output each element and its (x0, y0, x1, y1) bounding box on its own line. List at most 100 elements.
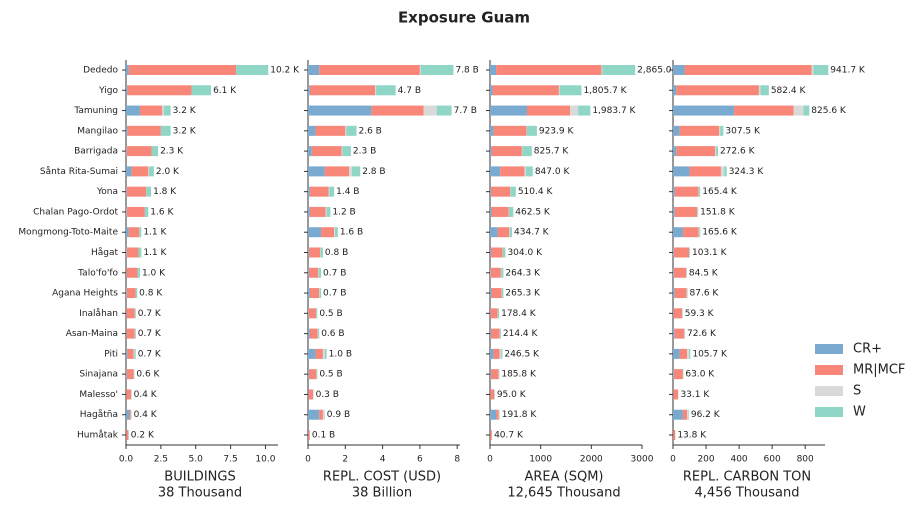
bar-segment (673, 369, 683, 380)
bar-segment (498, 369, 500, 380)
bar-segment (673, 247, 690, 258)
legend-swatch (815, 344, 843, 354)
bar-label: 307.5 K (725, 126, 761, 136)
bar-segment (126, 85, 128, 96)
bar-label: 2.3 K (160, 147, 184, 157)
bar-segment (674, 186, 699, 197)
bar-segment (491, 247, 503, 258)
bar-segment (490, 308, 491, 319)
bar-label: 2,865.0 (637, 66, 672, 76)
bar-segment (138, 247, 142, 258)
category-label: Inalåhan (79, 308, 118, 319)
bar-segment (490, 369, 492, 380)
bar-segment (126, 206, 127, 217)
category-label: Dededo (83, 66, 118, 76)
bar-segment (490, 308, 498, 319)
bar-label: 0.7 B (323, 289, 346, 299)
bar-segment (335, 227, 338, 238)
bar-segment (673, 186, 675, 197)
bar-segment (318, 328, 320, 339)
bar-segment (673, 267, 674, 278)
bar-label: 1,805.7 K (583, 86, 627, 96)
bar-label: 825.6 K (811, 106, 847, 116)
bar-segment (315, 125, 346, 136)
bar-segment (492, 85, 559, 96)
bar-segment (320, 247, 323, 258)
bar-segment (308, 288, 310, 299)
bar-segment (308, 369, 317, 380)
bar-segment (673, 288, 675, 299)
legend-swatch (815, 407, 843, 417)
bar-segment (525, 166, 533, 177)
bar-segment (126, 430, 129, 440)
bar-segment (674, 288, 687, 299)
bar-segment (419, 65, 421, 75)
bar-segment (491, 146, 522, 157)
bar-label: 324.3 K (729, 167, 765, 177)
bar-label: 178.4 K (501, 309, 537, 319)
bar-segment (490, 389, 495, 400)
x-axis-label: BUILDINGS (164, 470, 235, 485)
bar-segment (699, 227, 701, 238)
bar-label: 825.7 K (534, 147, 570, 157)
bar-label: 2.8 B (362, 167, 385, 177)
bar-segment (689, 166, 721, 177)
bar-label: 264.3 K (505, 268, 541, 278)
bar-segment (496, 409, 499, 420)
bar-label: 1.2 B (332, 207, 355, 217)
bar-segment (127, 125, 161, 136)
bar-label: 1.0 K (142, 268, 166, 278)
bar-segment (126, 389, 132, 400)
bar-segment (160, 125, 171, 136)
bar-segment (127, 85, 192, 96)
bar-segment (679, 125, 720, 136)
bar-segment (687, 409, 689, 420)
bar-segment (375, 85, 377, 96)
bar-segment (149, 166, 154, 177)
x-tick-label: 3000 (631, 455, 654, 465)
category-label: Hågat (91, 247, 119, 258)
bar-segment (133, 369, 135, 380)
bar-segment (308, 105, 372, 116)
bar-segment (811, 65, 814, 75)
bar-segment (126, 348, 128, 359)
bar-label: 0.8 B (325, 248, 348, 258)
bar-segment (490, 186, 492, 197)
bar-segment (309, 288, 320, 299)
bar-label: 2.6 B (358, 126, 381, 136)
bar-segment (151, 146, 159, 157)
bar-label: 1.8 K (153, 187, 177, 197)
bar-segment (673, 166, 690, 177)
bar-segment (341, 146, 343, 157)
bar-label: 582.4 K (771, 86, 807, 96)
bar-segment (490, 85, 493, 96)
x-tick-label: 200 (697, 455, 714, 465)
bar-segment (559, 85, 582, 96)
bar-segment (687, 348, 690, 359)
x-tick-label: 1000 (529, 455, 552, 465)
bar-segment (349, 166, 352, 177)
bar-segment (318, 267, 322, 278)
bar-segment (673, 369, 674, 380)
bar-segment (673, 85, 677, 96)
bar-segment (490, 288, 492, 299)
category-label: Yigo (98, 86, 118, 96)
bar-segment (128, 65, 237, 75)
bar-segment (308, 348, 316, 359)
bar-segment (128, 227, 140, 238)
bar-segment (308, 247, 321, 258)
bar-segment (490, 125, 494, 136)
bar-label: 185.8 K (501, 370, 537, 380)
bar-segment (345, 125, 347, 136)
bar-segment (490, 328, 492, 339)
bar-segment (126, 227, 129, 238)
bar-label: 87.6 K (690, 289, 720, 299)
bar-segment (126, 247, 139, 258)
bar-segment (719, 125, 721, 136)
bar-segment (308, 166, 325, 177)
x-tick-label: 400 (730, 455, 747, 465)
bar-segment (139, 105, 163, 116)
bar-segment (493, 348, 500, 359)
x-tick-label: 600 (764, 455, 781, 465)
x-axis-label: REPL. CARBON TON (683, 470, 811, 485)
